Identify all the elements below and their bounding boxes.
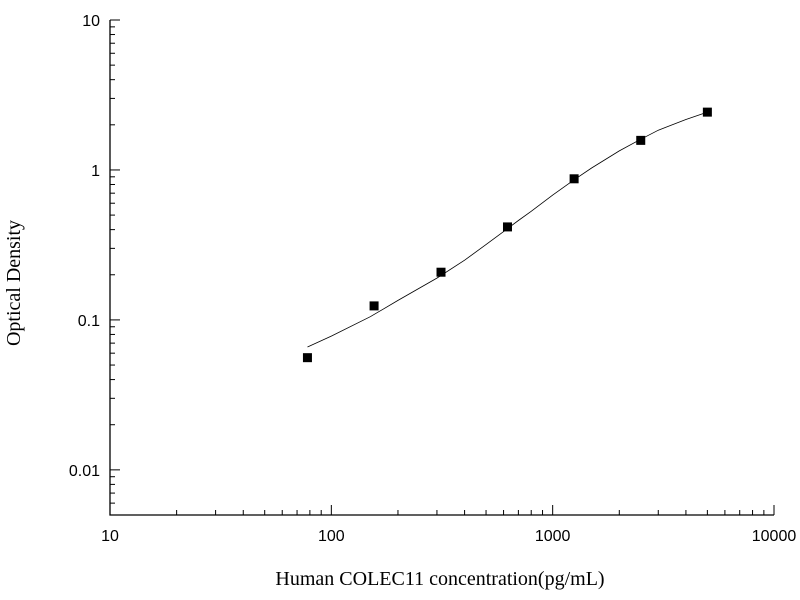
data-point (436, 267, 446, 277)
data-point (302, 353, 312, 363)
x-tick-label: 10000 (752, 528, 797, 545)
data-point (569, 174, 579, 184)
x-tick-label: 10 (101, 528, 119, 545)
data-point (636, 135, 646, 145)
x-tick-label: 1000 (535, 528, 571, 545)
data-point (702, 107, 712, 117)
data-points (302, 107, 712, 363)
y-tick-label: 10 (82, 13, 100, 30)
ticks-layer: 10 100 1000 10000 0.01 0.1 1 10 (69, 13, 796, 545)
data-point (369, 301, 379, 311)
y-tick-label: 0.1 (78, 313, 100, 330)
x-axis-title: Human COLEC11 concentration(pg/mL) (275, 568, 604, 590)
axes-frame (109, 20, 774, 516)
y-tick-label: 1 (91, 163, 100, 180)
data-point (502, 222, 512, 232)
y-tick-label: 0.01 (69, 463, 100, 480)
y-axis-title: Optical Density (3, 220, 25, 346)
x-tick-label: 100 (318, 528, 345, 545)
